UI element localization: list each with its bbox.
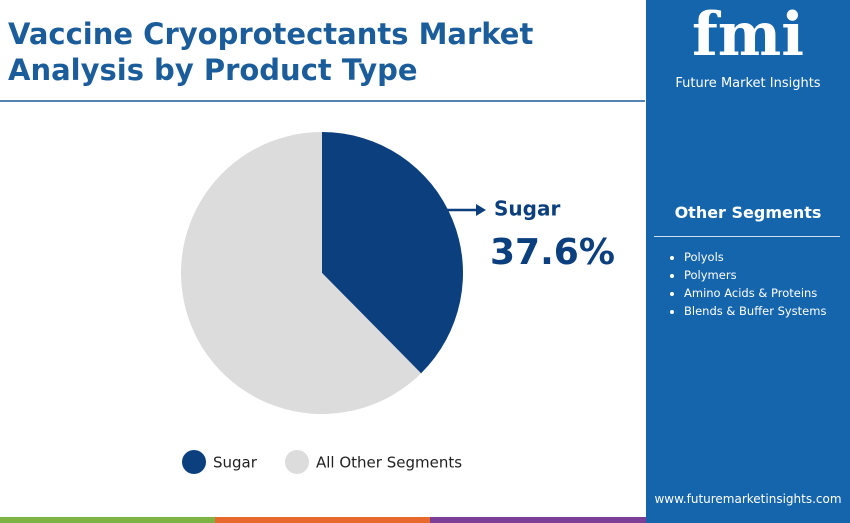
arrow-head	[476, 204, 486, 216]
website: www.futuremarketinsights.com	[654, 492, 842, 506]
legend-swatch	[182, 450, 206, 474]
brand: Future Market Insights	[675, 76, 821, 91]
segment-item: Polymers	[684, 266, 826, 284]
legend-label: Sugar	[213, 454, 258, 472]
stripe	[430, 517, 646, 523]
stripe	[215, 517, 430, 523]
stripe	[0, 517, 215, 523]
chart-title: Vaccine Cryoprotectants Market Analysis …	[8, 17, 534, 87]
legend-label: All Other Segments	[316, 454, 462, 472]
segment-item: Blends & Buffer Systems	[684, 302, 826, 320]
segment-list: PolyolsPolymersAmino Acids & ProteinsBle…	[666, 248, 826, 320]
segment-item: Amino Acids & Proteins	[684, 284, 826, 302]
chart: Sugar 37.6% Sugar All Other Segments	[0, 100, 646, 523]
annotation-value: 37.6%	[490, 232, 615, 273]
annotation-label: Sugar	[494, 197, 560, 221]
side-panel: fmi Future Market Insights Other Segment…	[646, 0, 850, 523]
pie-slice	[322, 132, 463, 374]
legend-swatch	[285, 450, 309, 474]
pie-slice	[180, 132, 422, 414]
panel-rule	[654, 236, 840, 237]
segment-item: Polyols	[684, 248, 826, 266]
panel-heading: Other Segments	[674, 203, 822, 222]
logo: fmi	[691, 0, 805, 70]
